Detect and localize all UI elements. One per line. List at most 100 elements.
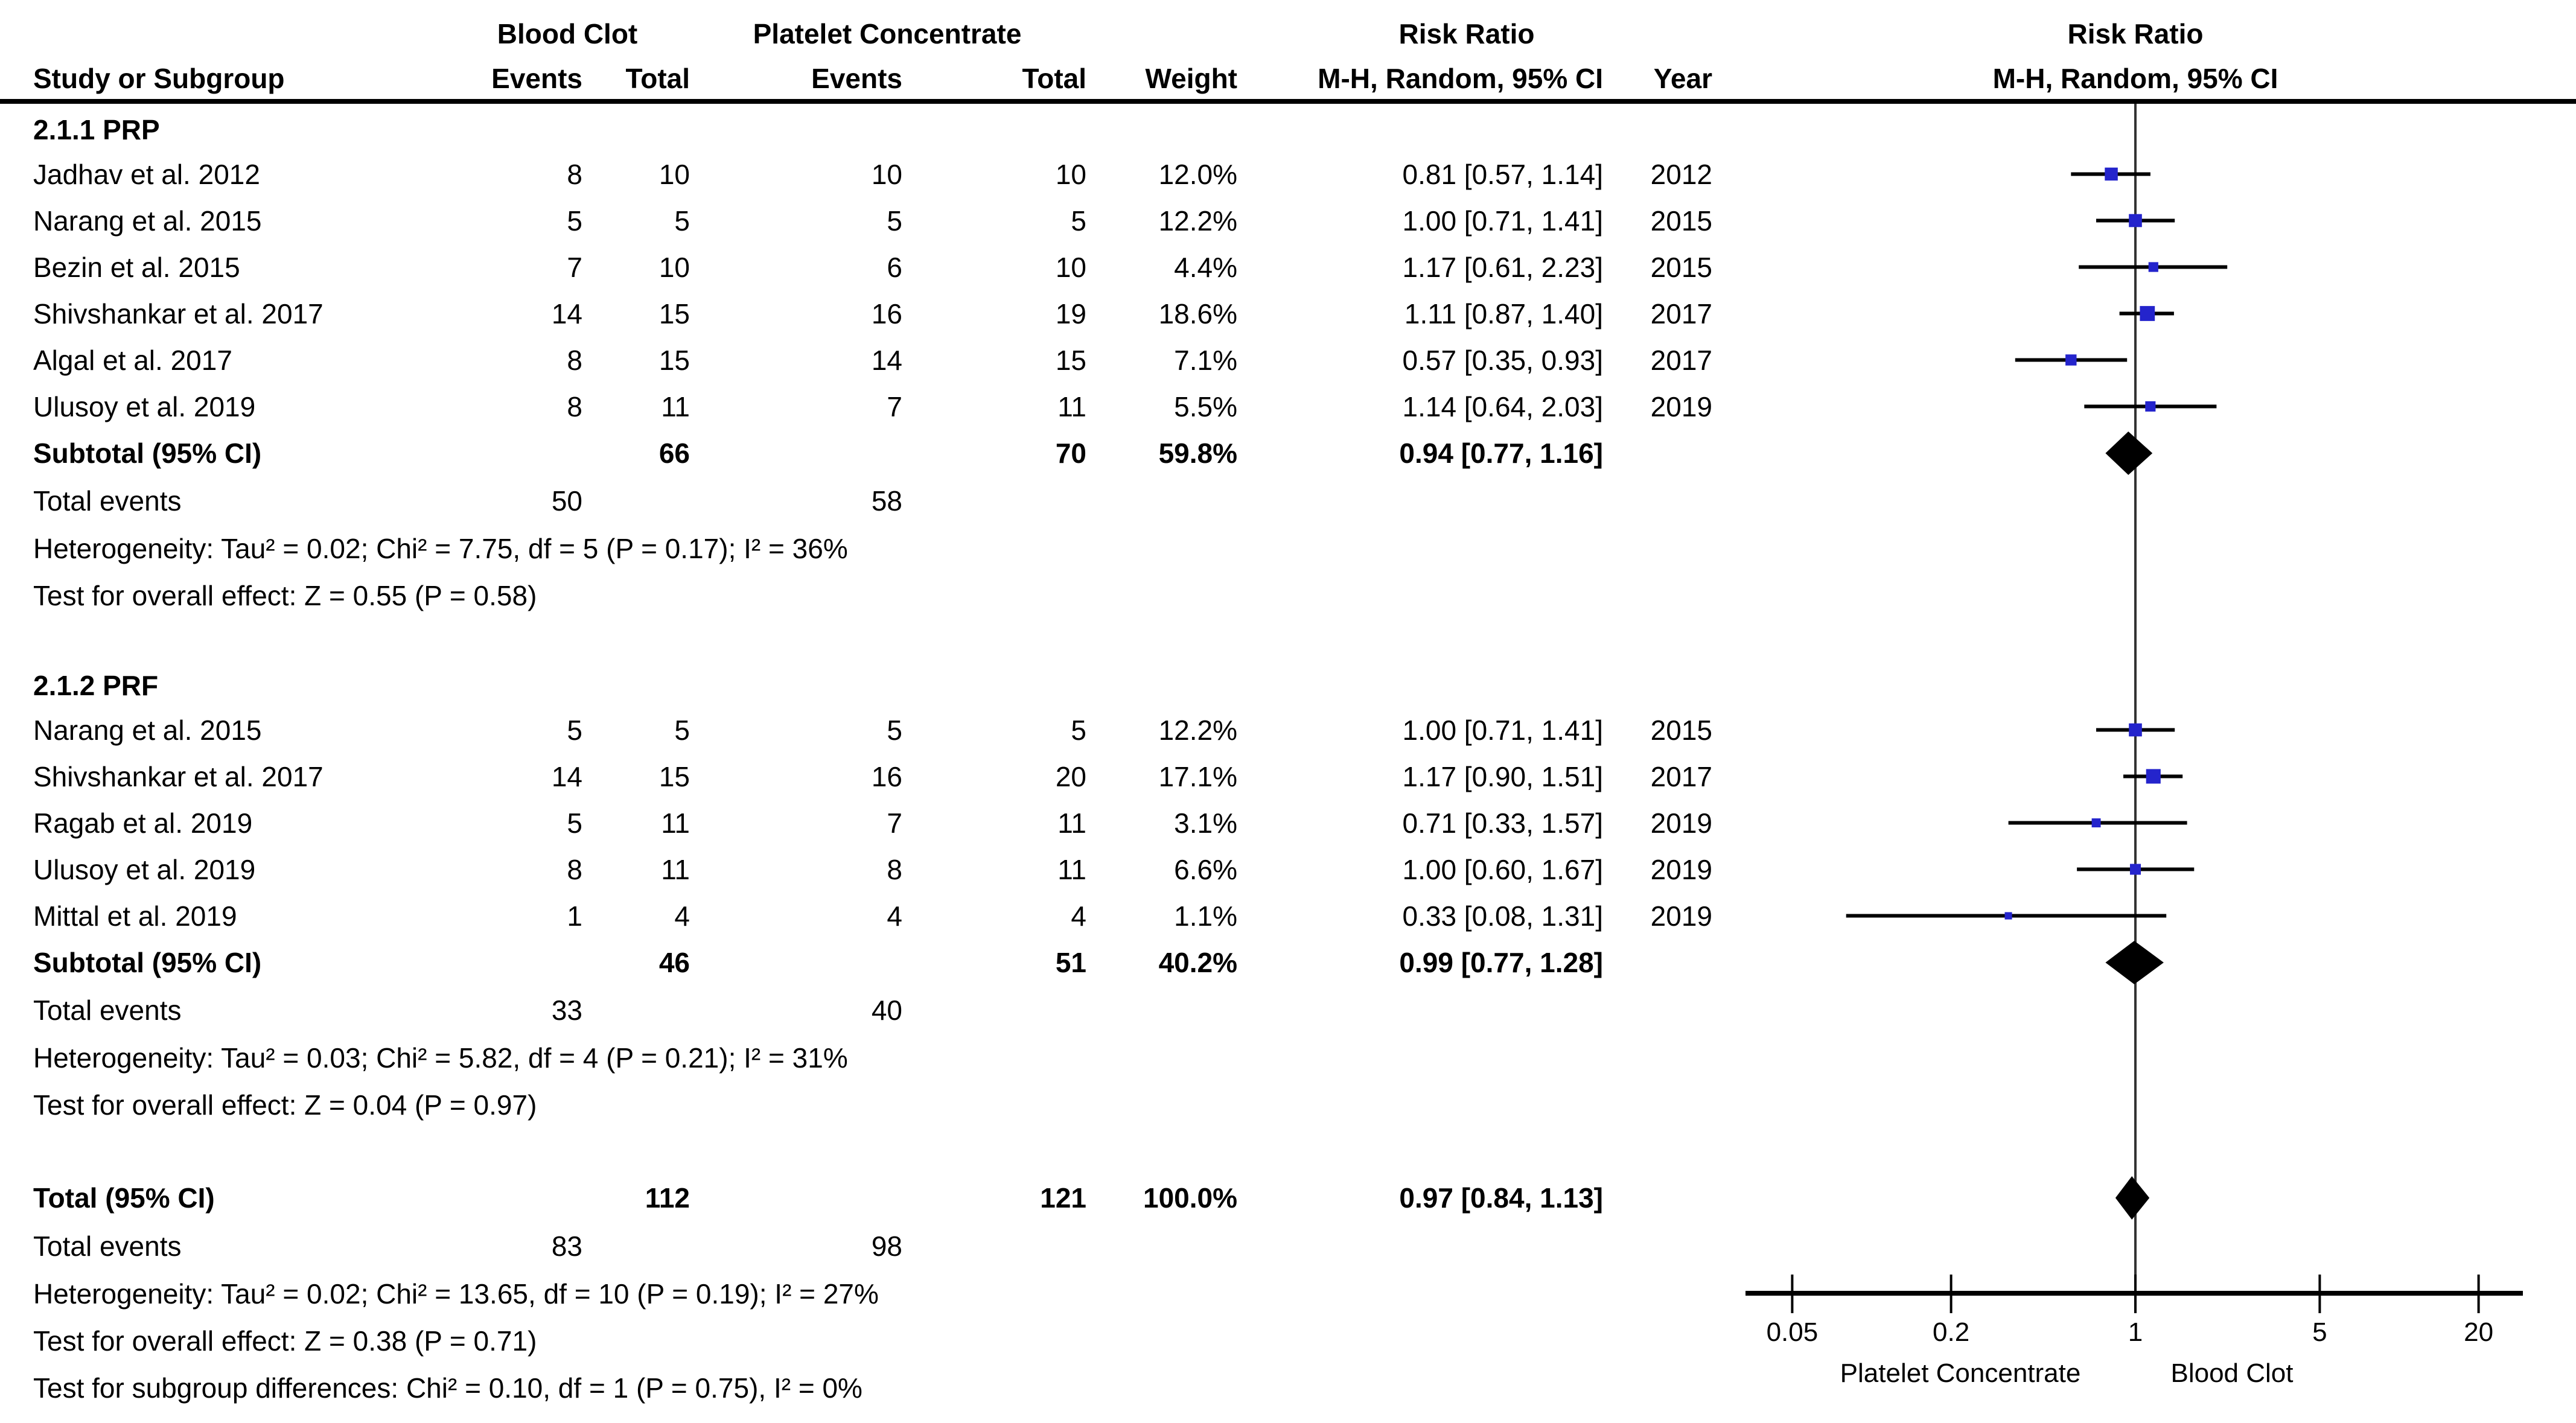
study-row: Jadhav et al. 2012 8 10 10 10 12.0% 0.81 [0.57… bbox=[0, 151, 2576, 197]
year-value: 2019 bbox=[1650, 900, 1712, 932]
total1-value: 10 bbox=[658, 251, 690, 283]
section-row: 2.1.2 PRF bbox=[0, 664, 2576, 707]
study-label: Algal et al. 2017 bbox=[33, 344, 232, 376]
ci-value: 0.33 [0.08, 1.31] bbox=[1402, 900, 1604, 932]
total1-value: 4 bbox=[674, 900, 690, 932]
ci-value: 0.99 [0.77, 1.28] bbox=[1399, 947, 1603, 978]
effect-square bbox=[2145, 401, 2156, 412]
effect-square bbox=[2129, 723, 2142, 737]
effect-square bbox=[2105, 167, 2118, 181]
ci-value: 1.00 [0.60, 1.67] bbox=[1402, 853, 1604, 885]
events2-value: 14 bbox=[871, 344, 902, 376]
total1-value: 112 bbox=[645, 1182, 690, 1214]
total1-value: 11 bbox=[661, 807, 690, 839]
study-label: Test for overall effect: Z = 0.04 (P = 0… bbox=[33, 1089, 537, 1121]
group2-header: Platelet Concentrate bbox=[753, 18, 1022, 49]
events-row: Total events 83 98 bbox=[0, 1222, 2576, 1270]
ci-column-header: M-H, Random, 95% CI bbox=[1318, 63, 1603, 94]
study-row: Shivshankar et al. 2017 14 15 16 19 18.6% 1.11… bbox=[0, 290, 2576, 337]
events2-column-header: Events bbox=[811, 63, 902, 94]
note-row: Heterogeneity: Tau² = 0.02; Chi² = 13.65… bbox=[0, 1270, 2576, 1317]
year-value: 2019 bbox=[1650, 390, 1712, 422]
year-value: 2017 bbox=[1650, 344, 1712, 376]
weight-value: 12.2% bbox=[1158, 714, 1237, 746]
ci-value: 1.00 [0.71, 1.41] bbox=[1402, 714, 1604, 746]
events1-value: 8 bbox=[567, 158, 582, 190]
study-label: 2.1.2 PRF bbox=[33, 670, 159, 701]
ci-value: 0.94 [0.77, 1.16] bbox=[1399, 438, 1603, 469]
effect-square bbox=[2129, 214, 2142, 228]
events2-value: 40 bbox=[871, 995, 902, 1026]
events1-value: 8 bbox=[567, 853, 582, 885]
events2-value: 5 bbox=[887, 714, 902, 746]
events1-value: 5 bbox=[567, 714, 582, 746]
ci-value: 1.17 [0.61, 2.23] bbox=[1402, 251, 1604, 283]
ci-value: 0.81 [0.57, 1.14] bbox=[1402, 158, 1604, 190]
total1-value: 46 bbox=[658, 947, 690, 978]
total2-value: 20 bbox=[1055, 760, 1086, 792]
total1-value: 11 bbox=[661, 390, 690, 422]
events1-value: 83 bbox=[551, 1230, 582, 1262]
total1-value: 5 bbox=[674, 205, 690, 237]
events1-value: 1 bbox=[567, 900, 582, 932]
axis-tick-label: 20 bbox=[2464, 1317, 2493, 1347]
effect-square bbox=[2140, 306, 2155, 321]
weight-value: 5.5% bbox=[1174, 390, 1237, 422]
study-label: Heterogeneity: Tau² = 0.02; Chi² = 7.75,… bbox=[33, 533, 848, 564]
year-value: 2015 bbox=[1650, 205, 1712, 237]
risk-ratio-header-plot: Risk Ratio bbox=[2067, 18, 2204, 49]
favours-left-label: Platelet Concentrate bbox=[1840, 1358, 2081, 1388]
axis-tick-label: 0.05 bbox=[1767, 1317, 1819, 1347]
weight-column-header: Weight bbox=[1145, 63, 1237, 94]
ci-plot-header: M-H, Random, 95% CI bbox=[1992, 63, 2278, 94]
effect-square bbox=[2004, 912, 2012, 920]
total2-value: 5 bbox=[1071, 205, 1086, 237]
study-label: Bezin et al. 2015 bbox=[33, 251, 240, 283]
ci-value: 1.00 [0.71, 1.41] bbox=[1402, 205, 1604, 237]
study-label: Jadhav et al. 2012 bbox=[33, 158, 260, 190]
study-label: Ulusoy et al. 2019 bbox=[33, 853, 256, 885]
study-label: Subtotal (95% CI) bbox=[33, 947, 262, 978]
study-label: Test for overall effect: Z = 0.38 (P = 0… bbox=[33, 1325, 537, 1357]
events1-value: 7 bbox=[567, 251, 582, 283]
study-label: 2.1.1 PRP bbox=[33, 114, 160, 145]
weight-value: 40.2% bbox=[1158, 947, 1237, 978]
events-row: Total events 33 40 bbox=[0, 986, 2576, 1034]
weight-value: 100.0% bbox=[1143, 1182, 1237, 1214]
note-row: Test for overall effect: Z = 0.04 (P = 0… bbox=[0, 1081, 2576, 1129]
effect-square bbox=[2130, 864, 2141, 875]
events-row: Total events 50 58 bbox=[0, 477, 2576, 525]
weight-value: 6.6% bbox=[1174, 853, 1237, 885]
events1-column-header: Events bbox=[491, 63, 582, 94]
total2-value: 11 bbox=[1057, 853, 1086, 885]
events1-value: 33 bbox=[551, 995, 582, 1026]
events2-value: 5 bbox=[887, 205, 902, 237]
study-label: Total events bbox=[33, 485, 182, 517]
total2-value: 70 bbox=[1055, 438, 1086, 469]
events2-value: 6 bbox=[887, 251, 902, 283]
effect-square bbox=[2148, 262, 2158, 272]
note-row: Test for overall effect: Z = 0.38 (P = 0… bbox=[0, 1317, 2576, 1364]
total2-value: 15 bbox=[1055, 344, 1086, 376]
year-value: 2015 bbox=[1650, 714, 1712, 746]
ci-value: 1.14 [0.64, 2.03] bbox=[1402, 390, 1604, 422]
note-row: Heterogeneity: Tau² = 0.02; Chi² = 7.75,… bbox=[0, 525, 2576, 572]
risk-ratio-header-table: Risk Ratio bbox=[1398, 18, 1535, 49]
events1-value: 8 bbox=[567, 390, 582, 422]
events2-value: 10 bbox=[871, 158, 902, 190]
total2-value: 11 bbox=[1057, 390, 1086, 422]
weight-value: 3.1% bbox=[1174, 807, 1237, 839]
ci-value: 1.17 [0.90, 1.51] bbox=[1402, 760, 1604, 792]
total1-value: 5 bbox=[674, 714, 690, 746]
header-rule bbox=[0, 99, 2576, 104]
year-value: 2017 bbox=[1650, 760, 1712, 792]
weight-value: 1.1% bbox=[1174, 900, 1237, 932]
total2-value: 5 bbox=[1071, 714, 1086, 746]
events1-value: 50 bbox=[551, 485, 582, 517]
effect-square bbox=[2146, 769, 2161, 784]
effect-square bbox=[2065, 354, 2077, 366]
axis-tick-label: 1 bbox=[2128, 1317, 2143, 1347]
study-row: Shivshankar et al. 2017 14 15 16 20 17.1% 1.17… bbox=[0, 753, 2576, 800]
ci-value: 1.11 [0.87, 1.40] bbox=[1404, 298, 1603, 329]
total2-value: 121 bbox=[1040, 1182, 1086, 1214]
